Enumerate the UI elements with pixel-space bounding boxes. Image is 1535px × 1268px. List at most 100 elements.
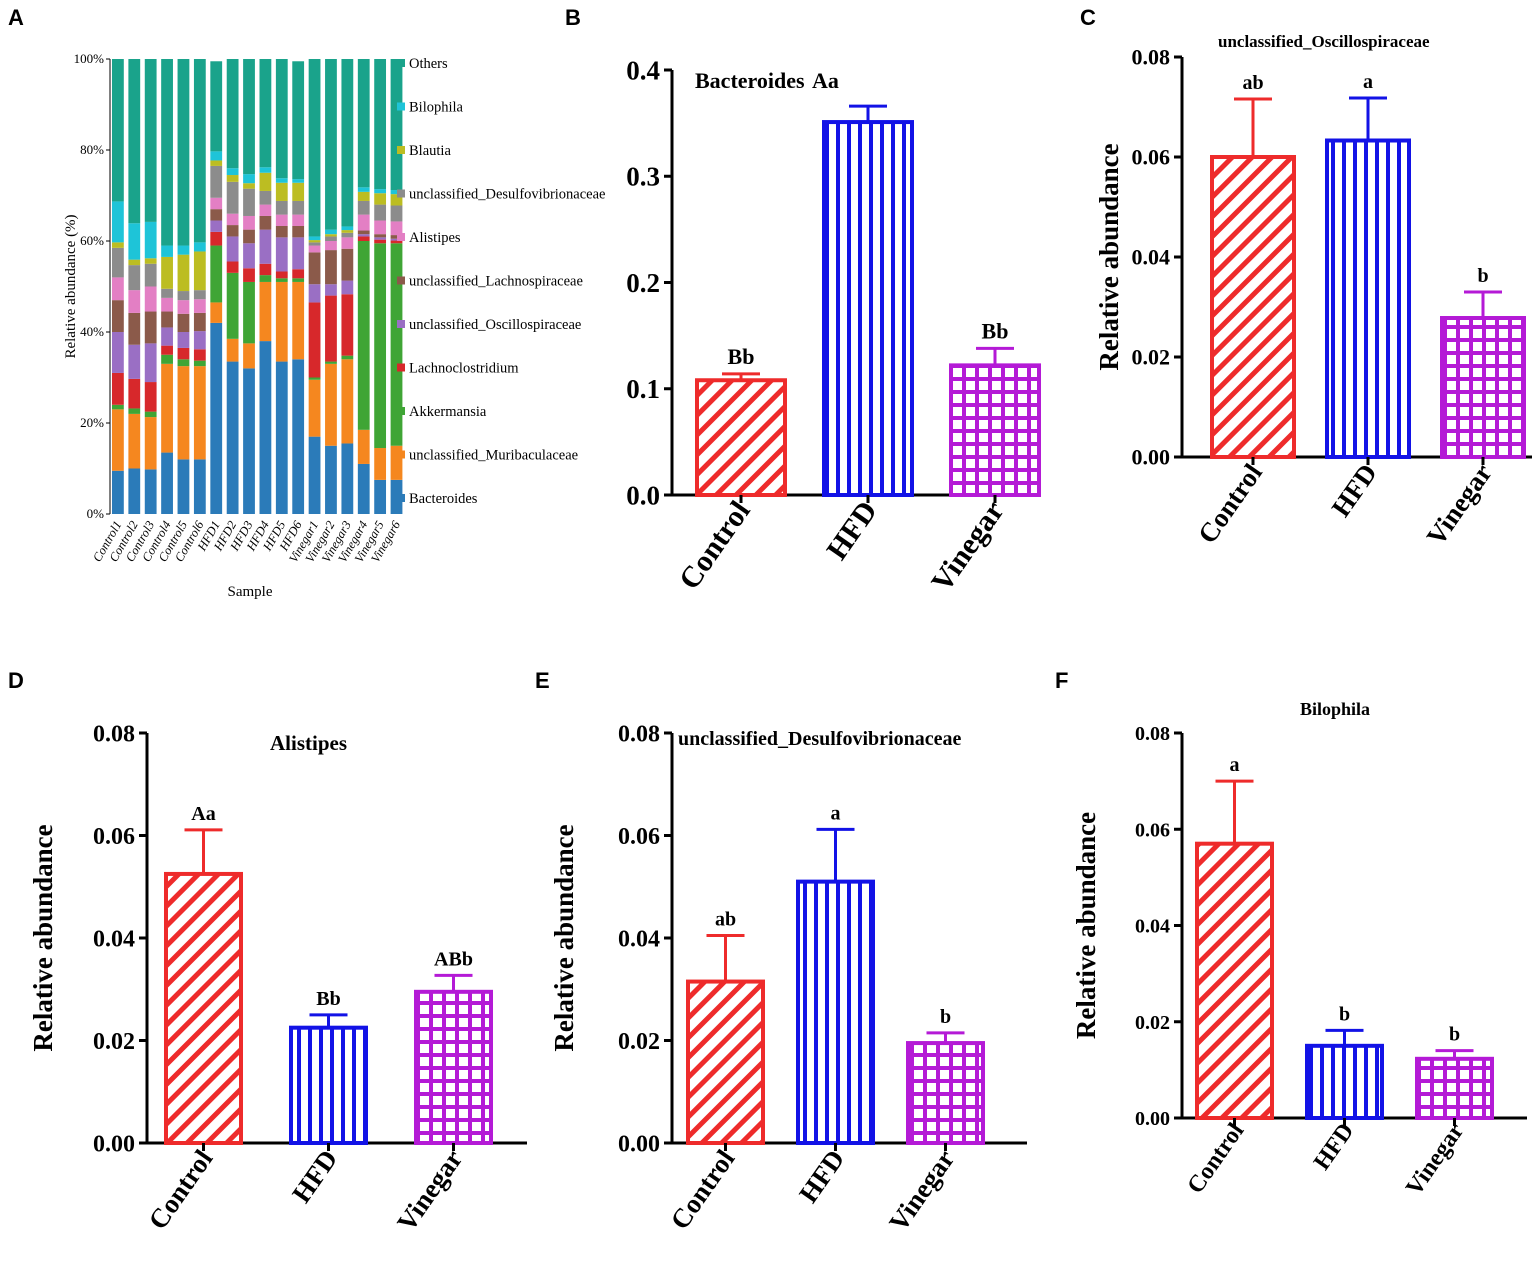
bar-segment bbox=[374, 220, 387, 235]
significance-label: Bb bbox=[982, 318, 1009, 343]
bar-segment bbox=[259, 281, 272, 342]
bar-segment bbox=[144, 411, 157, 418]
bar-segment bbox=[161, 311, 173, 328]
bar-segment bbox=[308, 252, 321, 285]
bar-segment bbox=[341, 280, 354, 295]
bar-segment bbox=[144, 263, 157, 287]
bar-segment bbox=[243, 243, 255, 269]
bar-segment bbox=[259, 204, 272, 216]
bar-segment bbox=[292, 182, 305, 201]
bar-segment bbox=[325, 234, 337, 237]
bar-segment bbox=[210, 160, 223, 166]
bar-segment bbox=[374, 204, 387, 221]
bar-segment bbox=[210, 220, 223, 232]
bar-segment bbox=[112, 372, 124, 405]
significance-label: ABb bbox=[434, 948, 473, 970]
bar-segment bbox=[193, 299, 206, 313]
panel-label-c: C bbox=[1080, 5, 1096, 30]
y-tick-label: 0.08 bbox=[1135, 723, 1170, 745]
bar-segment bbox=[210, 245, 223, 303]
bar-segment bbox=[112, 247, 124, 278]
bar-segment bbox=[177, 347, 190, 360]
panel-d-bar-chart: 0.00 0.02 0.04 0.06 0.08 Relative abundance Al… bbox=[28, 721, 527, 1237]
x-tick-label: Vinegar bbox=[1421, 458, 1498, 551]
bar-segment bbox=[226, 236, 239, 262]
bar-segment bbox=[259, 275, 272, 282]
bar-segment bbox=[243, 229, 255, 244]
y-tick-label: 0.02 bbox=[618, 1029, 660, 1055]
bar-segment bbox=[128, 468, 141, 514]
bar-segment bbox=[275, 237, 288, 272]
bar-segment bbox=[341, 232, 354, 238]
bar-segment bbox=[112, 201, 124, 243]
bar-segment bbox=[112, 404, 124, 410]
y-tick-label: 0.04 bbox=[1132, 245, 1171, 270]
bar-segment bbox=[308, 379, 321, 437]
bar-segment bbox=[341, 237, 354, 249]
bar-segment bbox=[144, 258, 157, 264]
bar-segment bbox=[226, 225, 239, 237]
bar-segment bbox=[357, 463, 370, 514]
bar-segment bbox=[210, 151, 223, 161]
bar-hfd bbox=[1325, 138, 1411, 459]
y-tick-label: 0.02 bbox=[1132, 345, 1171, 370]
x-tick-label: Control bbox=[673, 495, 757, 595]
significance-label: b bbox=[1449, 1024, 1460, 1046]
bar-segment bbox=[275, 281, 288, 362]
bar-segment bbox=[128, 344, 141, 379]
bar-segment bbox=[193, 290, 206, 300]
y-tick-label: 0.02 bbox=[93, 1029, 135, 1055]
bar-segment bbox=[226, 338, 239, 362]
bar-segment bbox=[226, 175, 239, 182]
legend-label: Bilophila bbox=[409, 100, 464, 116]
y-tick-label: 0.3 bbox=[626, 162, 660, 192]
bar-segment bbox=[292, 179, 305, 183]
bar-control bbox=[1195, 841, 1274, 1120]
bar-vinegar bbox=[906, 1041, 985, 1145]
y-tick-label: 0.08 bbox=[618, 721, 660, 747]
bar-vinegar bbox=[1440, 316, 1526, 459]
bar-segment bbox=[325, 59, 337, 230]
bar-segment bbox=[357, 59, 370, 188]
y-tick-label: 0.02 bbox=[1135, 1012, 1170, 1034]
bar-segment bbox=[341, 355, 354, 360]
bar-segment bbox=[144, 469, 157, 514]
bar-segment bbox=[390, 194, 403, 206]
legend-label: unclassified_Muribaculaceae bbox=[409, 448, 578, 464]
bar-segment bbox=[292, 61, 305, 180]
panel-f-bar-chart: 0.00 0.02 0.04 0.06 0.08 Relative abundance Bi… bbox=[1071, 699, 1527, 1200]
bar-segment bbox=[308, 242, 321, 246]
bar-segment bbox=[308, 236, 321, 241]
bar-segment bbox=[374, 193, 387, 205]
bar-hfd bbox=[289, 1025, 368, 1145]
bar-segment bbox=[259, 341, 272, 514]
legend-swatch bbox=[397, 320, 405, 328]
bar-hfd bbox=[796, 879, 875, 1145]
y-tick-label: 40% bbox=[80, 324, 104, 339]
bar-segment bbox=[161, 345, 173, 355]
bar-segment bbox=[128, 223, 141, 260]
bar-segment bbox=[325, 295, 337, 362]
bar-segment bbox=[357, 191, 370, 201]
bar-segment bbox=[275, 59, 288, 179]
x-tick-label: HFD bbox=[793, 1144, 850, 1208]
legend-swatch bbox=[397, 59, 405, 67]
bar-vinegar bbox=[949, 363, 1041, 497]
legend-label: Lachnoclostridium bbox=[409, 361, 519, 377]
bar-segment bbox=[226, 272, 239, 339]
bar-segment bbox=[374, 243, 387, 449]
bar-segment bbox=[128, 290, 141, 313]
bar-segment bbox=[144, 311, 157, 344]
y-tick-label: 0.08 bbox=[93, 721, 135, 747]
bar-segment bbox=[243, 368, 255, 514]
chart-title: unclassified_Oscillospiraceae bbox=[1218, 32, 1430, 51]
bar-segment bbox=[144, 343, 157, 383]
bar-segment bbox=[390, 238, 403, 241]
bar-segment bbox=[193, 459, 206, 514]
bar-segment bbox=[177, 332, 190, 348]
bar-segment bbox=[357, 234, 370, 237]
y-axis-label: Relative abundance bbox=[1071, 812, 1101, 1039]
bar-segment bbox=[177, 291, 190, 301]
bar-segment bbox=[292, 225, 305, 238]
bar-segment bbox=[292, 237, 305, 270]
